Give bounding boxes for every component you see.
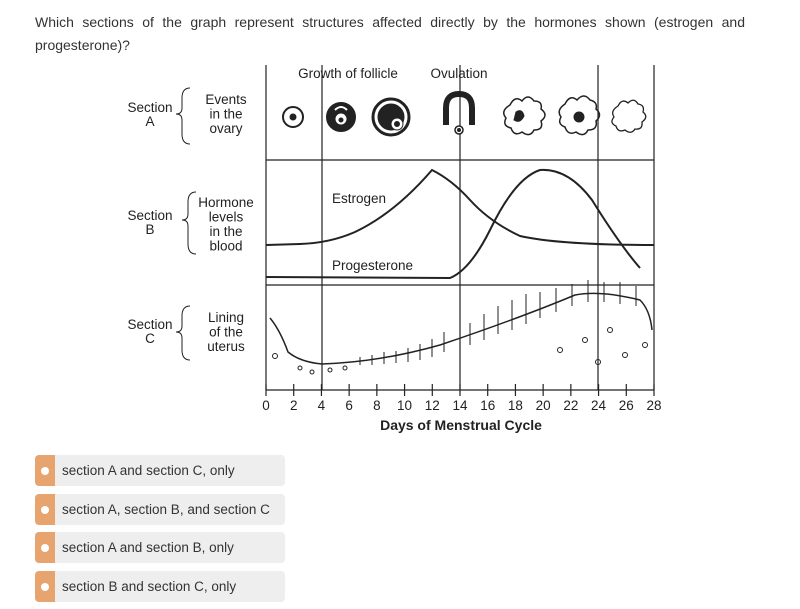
menstrual-cycle-diagram: Growth of follicle OvulationSectionAEvent… bbox=[127, 65, 662, 433]
section-description: uterus bbox=[207, 339, 245, 354]
radio-dot bbox=[41, 466, 49, 475]
curve-label: Progesterone bbox=[332, 258, 413, 273]
x-tick-label: 16 bbox=[480, 398, 495, 413]
section-description: in the bbox=[209, 107, 242, 122]
x-tick-label: 0 bbox=[262, 398, 270, 413]
curve-label: Estrogen bbox=[332, 191, 386, 206]
x-tick-label: 12 bbox=[425, 398, 440, 413]
x-tick-label: 18 bbox=[508, 398, 523, 413]
section-description: Hormone bbox=[198, 195, 254, 210]
x-tick-label: 2 bbox=[290, 398, 298, 413]
uterus-lining bbox=[269, 292, 653, 365]
answer-option[interactable]: section A and section B, only bbox=[35, 532, 285, 563]
section-description: in the bbox=[209, 224, 242, 239]
estrogen-curve bbox=[265, 168, 655, 246]
section-letter: A bbox=[145, 114, 154, 129]
section-description: Events bbox=[205, 92, 247, 107]
braces bbox=[175, 87, 197, 361]
x-tick-label: 20 bbox=[536, 398, 551, 413]
x-tick-label: 24 bbox=[591, 398, 607, 413]
progesterone-curve bbox=[265, 168, 641, 280]
section-description: of the bbox=[209, 325, 243, 340]
column-label: Growth of follicle bbox=[298, 66, 398, 81]
answer-option[interactable]: section A, section B, and section C bbox=[35, 494, 285, 525]
option-tab bbox=[35, 494, 55, 525]
x-tick-label: 28 bbox=[646, 398, 661, 413]
x-tick-label: 14 bbox=[452, 398, 468, 413]
x-axis-label: Days of Menstrual Cycle bbox=[380, 417, 542, 433]
x-tick-label: 26 bbox=[619, 398, 634, 413]
section-description: Lining bbox=[208, 310, 244, 325]
section-letter: C bbox=[145, 331, 155, 346]
option-tab bbox=[35, 532, 55, 563]
section-description: ovary bbox=[209, 121, 242, 136]
option-tab bbox=[35, 455, 55, 486]
x-tick-label: 22 bbox=[563, 398, 578, 413]
option-label: section A, section B, and section C bbox=[62, 502, 270, 517]
x-tick-label: 4 bbox=[318, 398, 326, 413]
answer-option[interactable]: section B and section C, only bbox=[35, 571, 285, 602]
answer-option[interactable]: section A and section C, only bbox=[35, 455, 285, 486]
diagram-frame bbox=[265, 65, 655, 391]
section-letter: B bbox=[145, 222, 154, 237]
x-tick-label: 8 bbox=[373, 398, 381, 413]
uterus-glands bbox=[272, 280, 648, 375]
option-label: section A and section B, only bbox=[62, 540, 234, 555]
option-tab bbox=[35, 571, 55, 602]
section-name: Section bbox=[127, 317, 172, 332]
x-tick-label: 6 bbox=[345, 398, 353, 413]
x-tick-label: 10 bbox=[397, 398, 412, 413]
radio-dot bbox=[41, 582, 49, 591]
ovary-icons bbox=[282, 90, 647, 137]
section-description: levels bbox=[209, 210, 244, 225]
radio-dot bbox=[41, 505, 49, 514]
section-description: blood bbox=[209, 239, 242, 254]
column-label: Ovulation bbox=[430, 66, 487, 81]
option-label: section A and section C, only bbox=[62, 463, 235, 478]
radio-dot bbox=[41, 543, 49, 552]
section-name: Section bbox=[127, 100, 172, 115]
option-label: section B and section C, only bbox=[62, 579, 237, 594]
section-name: Section bbox=[127, 208, 172, 223]
question-text: Which sections of the graph represent st… bbox=[35, 14, 745, 53]
